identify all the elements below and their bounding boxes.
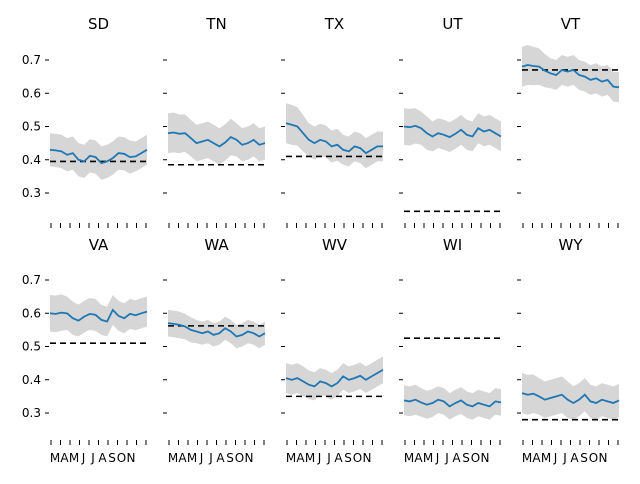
- confidence-band: [168, 309, 265, 349]
- panel-title: TX: [324, 15, 344, 33]
- x-tick-label: M: [50, 451, 60, 465]
- x-tick-label: J: [208, 451, 213, 465]
- y-tick-label: 0.4: [22, 153, 41, 167]
- x-tick-label: J: [326, 451, 331, 465]
- panel-title: SD: [88, 15, 109, 33]
- confidence-band: [522, 373, 619, 420]
- confidence-band: [522, 45, 619, 103]
- confidence-band: [50, 133, 147, 180]
- mean-line: [49, 308, 148, 323]
- panel-wy: WYM A M J J A S O N: [517, 236, 621, 465]
- x-tick-label: N: [481, 451, 490, 465]
- x-tick-label: A: [216, 451, 225, 465]
- y-tick-label: 0.3: [22, 406, 41, 420]
- x-tick-label: A: [414, 451, 423, 465]
- y-tick-label: 0.5: [22, 120, 41, 134]
- x-tick-label: J: [435, 451, 440, 465]
- panel-title: WA: [204, 236, 229, 254]
- panel-title: TN: [205, 15, 226, 33]
- confidence-band: [50, 294, 147, 337]
- x-tick-label: A: [334, 451, 343, 465]
- panel-tn: TN: [163, 15, 267, 228]
- x-tick-label: S: [226, 451, 234, 465]
- x-tick-label: M: [168, 451, 178, 465]
- x-tick-label: N: [127, 451, 136, 465]
- x-tick-label: N: [363, 451, 372, 465]
- confidence-band: [286, 356, 383, 401]
- x-tick-label: A: [570, 451, 579, 465]
- x-tick-label: J: [81, 451, 86, 465]
- confidence-band: [286, 103, 383, 169]
- x-tick-label: J: [90, 451, 95, 465]
- x-tick-label: M: [305, 451, 315, 465]
- y-tick-label: 0.4: [22, 373, 41, 387]
- panel-title: WY: [559, 236, 584, 254]
- panel-tx: TX: [281, 15, 385, 228]
- mean-line: [167, 131, 266, 148]
- y-tick-label: 0.3: [22, 186, 41, 200]
- panel-sd: SD 0.3 0.4 0.5 0.6 0.7: [22, 15, 149, 228]
- mean-line: [167, 322, 266, 338]
- x-tick-label: M: [286, 451, 296, 465]
- x-tick-label: J: [317, 451, 322, 465]
- x-tick-label: A: [296, 451, 305, 465]
- x-tick-label: J: [553, 451, 558, 465]
- mean-line: [521, 64, 620, 89]
- x-tick-label: J: [444, 451, 449, 465]
- panel-wi: WIM A M J J A S O N: [399, 236, 503, 465]
- x-tick-label: S: [580, 451, 588, 465]
- panel-title: UT: [442, 15, 463, 33]
- confidence-band: [404, 108, 501, 153]
- x-tick-label: S: [108, 451, 116, 465]
- x-tick-label: J: [199, 451, 204, 465]
- x-tick-label: O: [471, 451, 480, 465]
- x-tick-label: M: [541, 451, 551, 465]
- mean-line: [49, 148, 148, 165]
- mean-line: [403, 398, 502, 408]
- x-tick-label: S: [344, 451, 352, 465]
- x-tick-label: M: [423, 451, 433, 465]
- x-tick-label: O: [589, 451, 598, 465]
- x-tick-label: M: [69, 451, 79, 465]
- panel-title: WV: [322, 236, 348, 254]
- x-tick-label: O: [235, 451, 244, 465]
- x-tick-label: A: [178, 451, 187, 465]
- panel-title: VA: [89, 236, 109, 254]
- mean-line: [521, 392, 620, 405]
- panel-wa: WAM A M J J A S O N: [163, 236, 267, 465]
- confidence-band: [168, 112, 265, 165]
- y-tick-label: 0.6: [22, 86, 41, 100]
- x-tick-label: A: [60, 451, 69, 465]
- x-tick-label: O: [117, 451, 126, 465]
- x-tick-label: S: [462, 451, 470, 465]
- confidence-band: [404, 384, 501, 420]
- y-tick-label: 0.6: [22, 306, 41, 320]
- y-tick-label: 0.5: [22, 340, 41, 354]
- panel-vt: VT: [517, 15, 621, 228]
- x-tick-label: A: [452, 451, 461, 465]
- x-tick-label: N: [245, 451, 254, 465]
- y-tick-label: 0.7: [22, 273, 41, 287]
- panel-title: WI: [443, 236, 462, 254]
- x-tick-label: A: [98, 451, 107, 465]
- panel-va: VA0.30.40.50.60.7M A M J J A S O N: [22, 236, 149, 465]
- x-tick-label: M: [404, 451, 414, 465]
- x-tick-label: A: [532, 451, 541, 465]
- x-tick-label: N: [599, 451, 608, 465]
- mean-line: [285, 122, 383, 155]
- y-tick-label: 0.7: [22, 53, 41, 67]
- x-tick-label: M: [187, 451, 197, 465]
- mean-line: [403, 124, 502, 139]
- panel-wv: WVM A M J J A S O N: [281, 236, 385, 465]
- panel-title: VT: [561, 15, 581, 33]
- x-tick-label: M: [522, 451, 532, 465]
- x-tick-label: J: [562, 451, 567, 465]
- x-tick-label: O: [353, 451, 362, 465]
- panel-ut: UT: [399, 15, 503, 228]
- mean-line: [285, 369, 384, 388]
